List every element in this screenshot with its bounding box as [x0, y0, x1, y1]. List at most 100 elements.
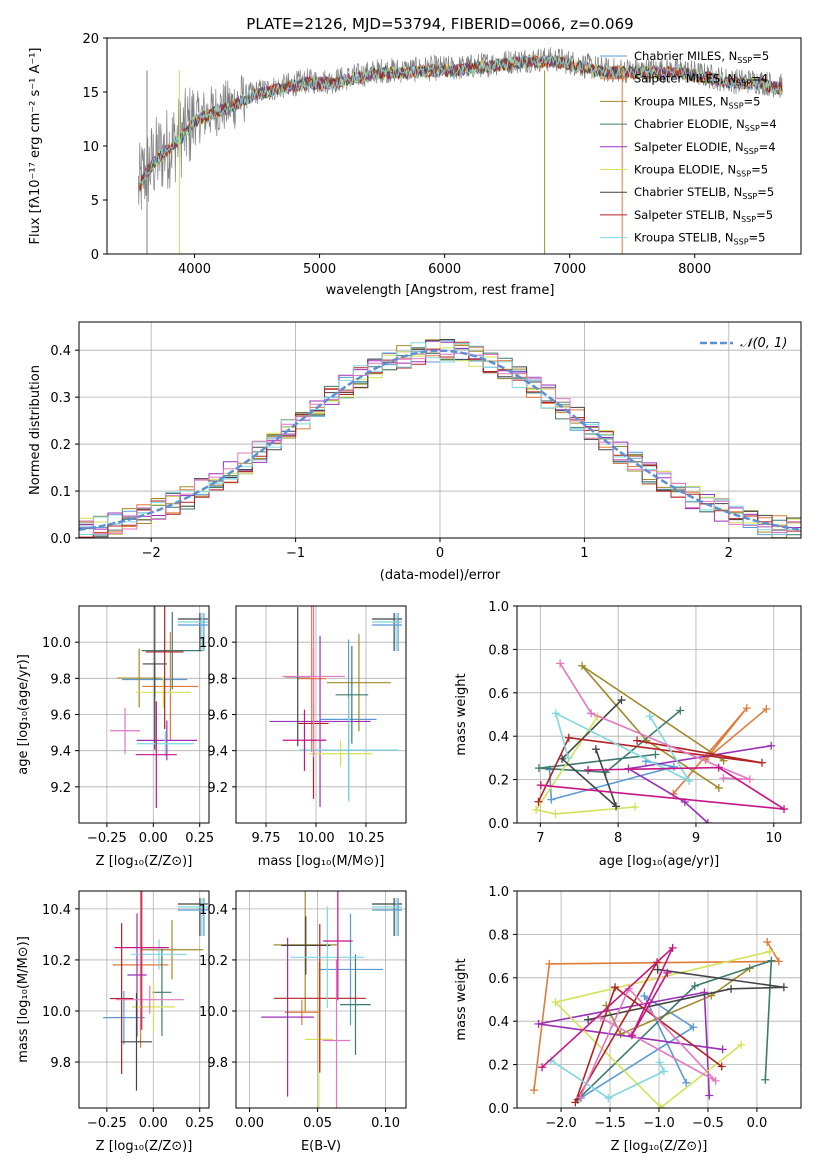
panel-ytick-label: 9.2	[50, 781, 71, 796]
spectrum-xtick-label: 6000	[428, 262, 461, 277]
spectrum-legend-label: Salpeter MILES, NSSP=4	[634, 72, 768, 88]
panel-xtick-label: 0.00	[235, 1116, 264, 1131]
panel-ytick-label: 9.8	[207, 1056, 228, 1071]
panel-ytick-label: 9.4	[50, 745, 71, 760]
residuals-xtick-label: 1	[580, 546, 588, 561]
panel-ytick-label: 10.0	[199, 636, 228, 651]
panel-xtick-label: −0.5	[692, 1116, 724, 1131]
panel-ytick-label: 1.0	[488, 885, 509, 900]
panel-ytick-label: 9.2	[207, 781, 228, 796]
weight-vs-age-panel: 7 8 9 10 0.0 0.2 0.4 0.6 0.8 1.0 age [log₁₀(age/yr…	[454, 600, 802, 869]
spectrum-legend-label: Salpeter ELODIE, NSSP=4	[634, 140, 776, 156]
residuals-xlabel: (data-model)/error	[380, 568, 501, 583]
weight-line-3	[581, 665, 725, 789]
weight-line-6	[553, 950, 770, 1108]
weight-marker-10	[596, 1013, 605, 1022]
spectrum-xtick-label: 4000	[178, 262, 211, 277]
weight-line-11	[541, 947, 674, 1068]
panel-ytick-label: 0.2	[488, 774, 509, 789]
panel-ytick-label: 10.4	[199, 903, 228, 918]
weight-vs-metallicity-panel: −2.0 −1.5 −1.0 −0.5 0.0 0.0 0.2 0.4 0.6 0.8 1.0 Z […	[454, 885, 802, 1154]
weight-marker-9	[655, 1058, 664, 1067]
residuals-panel: −2 −1 0 1 2 0.0 0.1 0.2 0.3 0.4 (data-model)/erro…	[28, 321, 802, 583]
spectrum-legend-label: Chabrier STELIB, NSSP=5	[634, 185, 774, 201]
panel-frame	[235, 890, 407, 1109]
panel-xlabel: age [log₁₀(age/yr)]	[599, 854, 720, 869]
spectrum-legend-count: =4	[751, 72, 768, 86]
residuals-ytick-label: 0.2	[50, 438, 71, 453]
weight-line-8	[537, 736, 763, 803]
residuals-plot-area	[78, 339, 802, 539]
panel-ylabel: mass [log₁₀(M/M⊙)]	[16, 936, 31, 1063]
normal-curve-legend-label: 𝒩(0, 1)	[740, 336, 787, 351]
panel-ytick-label: 9.6	[207, 709, 228, 724]
panel-xtick-label: 0.10	[371, 1116, 400, 1131]
panel-xtick-label: 8	[614, 831, 622, 846]
spectrum-legend-count: =5	[744, 94, 761, 108]
panel-series-group	[269, 606, 403, 807]
age-vs-metallicity-panel: −0.25 0.00 0.25 9.2 9.4 9.6 9.8 10.0 Z [log₁₀(Z/…	[16, 605, 214, 869]
weight-line-8	[574, 961, 723, 1103]
spectrum-model-series-4	[139, 55, 783, 190]
panel-xtick-label: −0.25	[87, 831, 127, 846]
weight-line-11	[540, 766, 785, 810]
spectrum-legend-count: =4	[760, 117, 777, 131]
spectrum-legend-subscript: SSP	[734, 238, 749, 247]
spectrum-panel: PLATE=2126, MJD=53794, FIBERID=0066, z=0…	[28, 15, 802, 298]
residuals-ytick-label: 0.0	[50, 532, 71, 547]
spectrum-plot-area	[137, 47, 783, 254]
panel-xtick-label: 10.00	[297, 831, 334, 846]
panel-ytick-label: 0.6	[488, 972, 509, 987]
spectrum-legend-subscript: SSP	[745, 124, 760, 133]
residuals-ytick-label: 0.4	[50, 344, 71, 359]
spectrum-legend: Chabrier MILES, NSSP=5 Salpeter MILES, NS…	[600, 49, 777, 247]
weight-line-5	[538, 991, 723, 1096]
panel-ytick-label: 9.8	[207, 672, 228, 687]
panel-ytick-label: 0.4	[488, 730, 509, 745]
panel-ytick-label: 0.2	[488, 1059, 509, 1074]
residuals-xtick-label: 2	[725, 546, 733, 561]
panel-frame	[516, 605, 802, 824]
panel-xtick-label: −0.25	[87, 1116, 127, 1131]
spectrum-title: PLATE=2126, MJD=53794, FIBERID=0066, z=0…	[246, 15, 633, 33]
weight-marker-7	[617, 696, 626, 705]
weight-line-5	[626, 745, 772, 823]
panel-xtick-label: 9	[692, 831, 700, 846]
residuals-histogram-9	[79, 342, 801, 536]
spectrum-ytick-label: 20	[82, 32, 99, 47]
normal-curve	[78, 349, 802, 532]
panel-series-group	[529, 937, 788, 1108]
panel-ylabel: mass weight	[454, 958, 469, 1040]
spectrum-legend-count: =5	[749, 231, 766, 245]
panel-ylabel: age [log₁₀(age/yr)]	[16, 654, 31, 775]
residuals-ticks: −2 −1 0 1 2 0.0 0.1 0.2 0.3 0.4	[50, 344, 733, 561]
panel-ytick-label: 0.6	[488, 687, 509, 702]
panel-ytick-label: 10.0	[42, 636, 71, 651]
weight-marker-10	[576, 1093, 585, 1102]
panel-xtick-label: 7	[536, 831, 544, 846]
weight-line-9	[554, 711, 692, 783]
spectrum-model-series-9	[139, 55, 783, 185]
spectrum-xlabel: wavelength [Angstrom, rest frame]	[326, 283, 555, 298]
spectrum-legend-label: Kroupa MILES, NSSP=5	[634, 94, 760, 110]
weight-marker-8	[534, 797, 543, 806]
weight-marker-9	[645, 712, 654, 721]
panel-ytick-label: 10.0	[199, 1005, 228, 1020]
panel-series-group	[103, 891, 208, 1091]
spectrum-ytick-label: 5	[91, 194, 99, 209]
residuals-ytick-label: 0.1	[50, 485, 71, 500]
panel-ytick-label: 9.8	[50, 1056, 71, 1071]
spectrum-legend-count: =5	[757, 185, 774, 199]
weight-line-4	[577, 959, 773, 1101]
spectrum-legend-label: Kroupa ELODIE, NSSP=5	[634, 163, 768, 179]
panel-xtick-label: 0.25	[185, 831, 214, 846]
panel-xtick-label: 0.25	[185, 1116, 214, 1131]
panel-xtick-label: 0.00	[139, 1116, 168, 1131]
spectrum-legend-count: =5	[756, 208, 773, 222]
weight-marker-3	[714, 783, 723, 792]
panel-ytick-label: 9.6	[50, 709, 71, 724]
spectrum-legend-count: =5	[751, 163, 768, 177]
weight-marker-6	[737, 1040, 746, 1049]
residuals-xtick-label: −2	[142, 546, 161, 561]
